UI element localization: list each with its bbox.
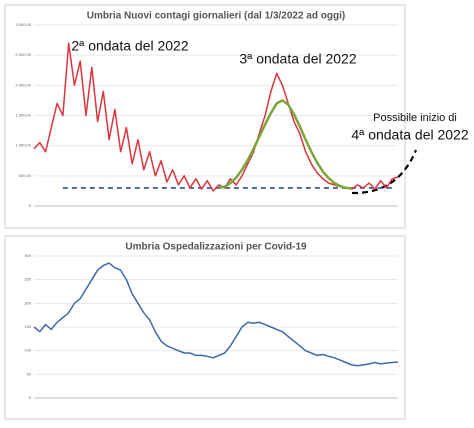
y-tick-label: 0 <box>29 395 32 400</box>
annotation: 4ª ondata del 2022 <box>351 127 468 143</box>
y-tick-label: 300 <box>24 253 31 258</box>
y-tick-label: 50 <box>27 371 32 376</box>
y-tick-label: 200 <box>24 300 31 305</box>
y-tick-label: 1.500,00 <box>15 113 31 118</box>
y-tick-label: 100 <box>24 348 31 353</box>
projection <box>351 149 418 195</box>
annotation: Possibile inizio di <box>373 112 457 124</box>
y-tick-label: 2.000,00 <box>15 82 31 87</box>
chart-title: Umbria Nuovi contagi giornalieri (dal 1/… <box>87 11 345 22</box>
annotation: 2ª ondata del 2022 <box>71 38 188 54</box>
chart-title: Umbria Ospedalizzazioni per Covid-19 <box>125 242 307 253</box>
y-tick-label: 500,00 <box>19 173 32 178</box>
y-tick-label: 150 <box>24 324 31 329</box>
y-tick-label: 2.500,00 <box>15 52 31 57</box>
annotation: 3ª ondata del 2022 <box>239 51 356 67</box>
series-line <box>218 99 352 190</box>
y-tick-label: 1.000,00 <box>15 143 31 148</box>
y-tick-label: 3.000,00 <box>15 22 31 27</box>
y-tick-label: 0 <box>29 203 32 208</box>
y-tick-label: 250 <box>24 277 31 282</box>
series-line <box>33 262 399 367</box>
panel <box>4 4 406 229</box>
